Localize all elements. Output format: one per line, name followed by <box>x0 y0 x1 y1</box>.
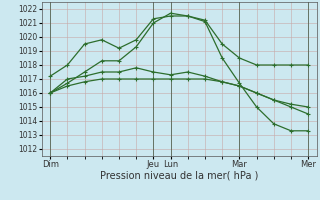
X-axis label: Pression niveau de la mer( hPa ): Pression niveau de la mer( hPa ) <box>100 171 258 181</box>
